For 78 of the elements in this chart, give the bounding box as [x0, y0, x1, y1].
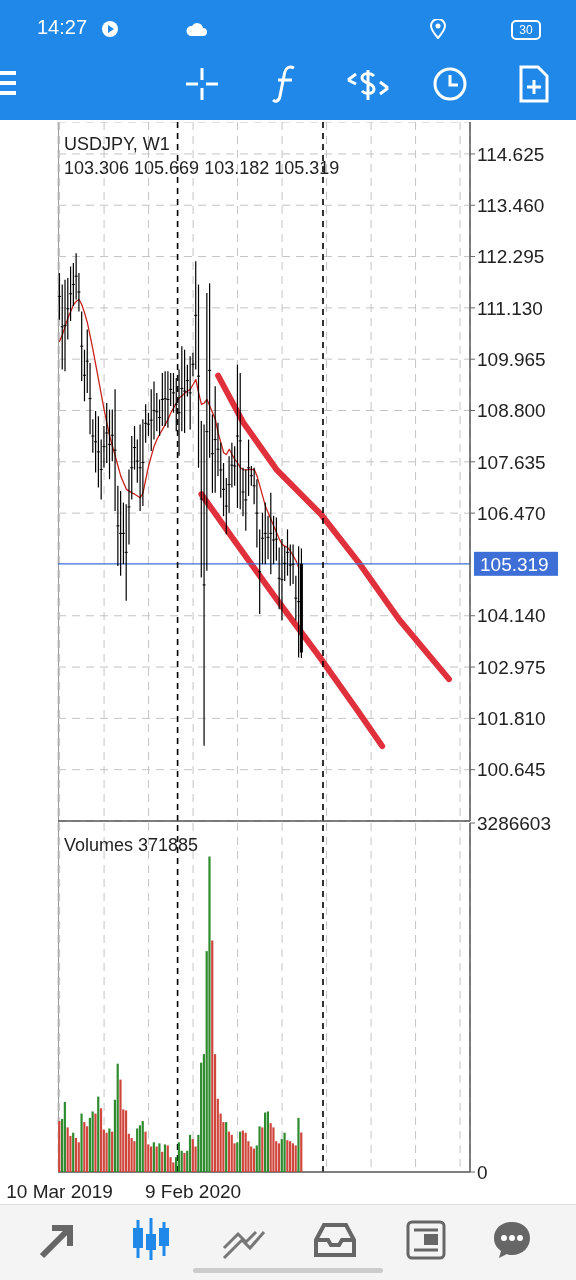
bar — [136, 1128, 139, 1172]
bar — [191, 1139, 194, 1172]
bar — [83, 1122, 86, 1172]
bar — [80, 1113, 83, 1172]
bar — [269, 1123, 272, 1172]
bar — [161, 1151, 164, 1172]
bar — [141, 1121, 144, 1172]
candlestick — [197, 283, 201, 469]
bar — [144, 1131, 147, 1172]
candlestick — [138, 423, 142, 512]
candlestick — [63, 279, 67, 372]
bar — [99, 1108, 103, 1172]
y-tick-label: 113.460 — [477, 194, 545, 216]
bar — [119, 1079, 122, 1172]
ref-line-label: 105.319 — [480, 553, 549, 575]
y-tick-label: 100.645 — [477, 759, 546, 781]
text: 14:27 — [37, 16, 88, 39]
bar — [227, 1131, 231, 1172]
bar — [63, 1101, 66, 1172]
bar — [286, 1140, 289, 1172]
line-series — [58, 298, 300, 569]
bar — [208, 856, 211, 1172]
bar — [283, 1132, 286, 1172]
annotation: 103.306 105.669 103.182 105.319 — [64, 157, 340, 180]
bar — [77, 1142, 80, 1172]
y-tick-label: 106.470 — [477, 502, 546, 524]
battery-icon: 30 — [511, 20, 541, 40]
bar — [244, 1132, 247, 1172]
bar — [294, 1145, 297, 1172]
x-tick-label: 9 Feb 2020 — [145, 1181, 242, 1202]
candlestick — [235, 364, 239, 509]
candlestick — [280, 538, 284, 622]
bar — [130, 1138, 133, 1172]
bar — [291, 1143, 295, 1172]
bar — [277, 1143, 281, 1172]
candlestick — [263, 501, 267, 565]
bar — [97, 1096, 100, 1172]
bar — [152, 1142, 155, 1172]
candlestick — [213, 385, 217, 494]
text: USDJPY, W1 — [64, 133, 171, 156]
y-tick-label: 108.800 — [477, 400, 546, 422]
y-tick-label: 0 — [477, 1161, 488, 1183]
y-tick-label: 102.975 — [477, 656, 546, 678]
bar — [86, 1126, 89, 1172]
bar — [116, 1063, 119, 1172]
y-tick-label: 3286603 — [477, 812, 551, 834]
y-tick-label: 112.295 — [477, 246, 545, 268]
y-tick-label: 111.130 — [477, 297, 543, 319]
candlestick — [247, 438, 251, 497]
candlestick — [163, 370, 167, 427]
text: Volumes 371885 — [64, 834, 199, 857]
bar — [230, 1134, 233, 1172]
bar — [124, 1110, 128, 1172]
y-tick-label: 101.810 — [477, 708, 546, 730]
y-tick-label: 114.625 — [477, 143, 545, 165]
bar — [188, 1134, 192, 1172]
bar — [289, 1141, 292, 1172]
bar — [300, 1132, 303, 1172]
bar — [66, 1127, 69, 1172]
candlestick — [274, 516, 278, 562]
candlestick — [166, 370, 170, 429]
bar — [272, 1127, 275, 1172]
candlestick — [183, 349, 187, 434]
candlestick — [119, 490, 123, 577]
y-tick-label: 109.965 — [477, 348, 546, 370]
candlestick — [188, 355, 192, 431]
bar — [211, 940, 214, 1172]
bar — [177, 1142, 180, 1172]
bar — [138, 1125, 142, 1172]
x-tick-label: 10 Mar 2019 — [6, 1181, 113, 1202]
bar — [133, 1141, 136, 1172]
y-tick-label: 104.140 — [477, 605, 546, 627]
bar — [74, 1138, 78, 1172]
bar — [105, 1132, 108, 1172]
candlestick — [244, 468, 248, 532]
bar — [297, 1117, 300, 1172]
y-tick-label: 107.635 — [477, 451, 546, 473]
candlestick — [269, 492, 273, 575]
